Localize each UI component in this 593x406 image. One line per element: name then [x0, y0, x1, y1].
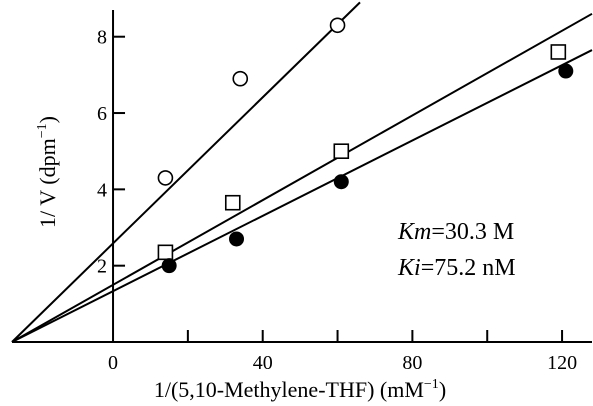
y-tick-label: 6	[97, 103, 107, 125]
filled-circle-marker	[333, 174, 349, 190]
km-annotation: Km=30.3 M	[397, 219, 514, 245]
open-square-marker	[157, 244, 174, 261]
fit-line-3	[11, 49, 593, 343]
open-square-marker	[224, 194, 241, 211]
y-axis-label: 1/ V (dpm−1)	[35, 116, 60, 228]
x-axis-ticks: 0 40 80 120	[108, 330, 577, 374]
filled-circle-marker	[558, 63, 574, 79]
open-circle-marker	[329, 17, 346, 34]
filled-circle-marker	[229, 231, 245, 247]
data-points	[157, 17, 574, 274]
ki-annotation: Ki=75.2 nM	[397, 255, 516, 281]
y-tick-label: 8	[97, 27, 107, 49]
open-circle-marker	[232, 70, 249, 87]
x-tick-label: 40	[253, 352, 273, 374]
x-axis-label: 1/(5,10-Methylene-THF) (mM−1)	[154, 377, 446, 402]
open-circle-marker	[157, 170, 174, 186]
fit-line-1	[11, 1, 361, 343]
fit-line-2	[11, 12, 593, 343]
y-tick-label: 4	[97, 179, 107, 201]
open-square-marker	[333, 143, 350, 159]
filled-circle-marker	[161, 258, 177, 274]
axes	[12, 10, 592, 343]
x-tick-label: 80	[402, 352, 422, 374]
fit-lines	[11, 1, 593, 343]
y-tick-label: 2	[97, 256, 107, 278]
x-tick-label: 0	[108, 352, 118, 374]
y-axis-ticks: 2 4 6 8	[97, 27, 126, 278]
x-tick-label: 120	[547, 352, 577, 374]
open-square-marker	[550, 44, 567, 60]
